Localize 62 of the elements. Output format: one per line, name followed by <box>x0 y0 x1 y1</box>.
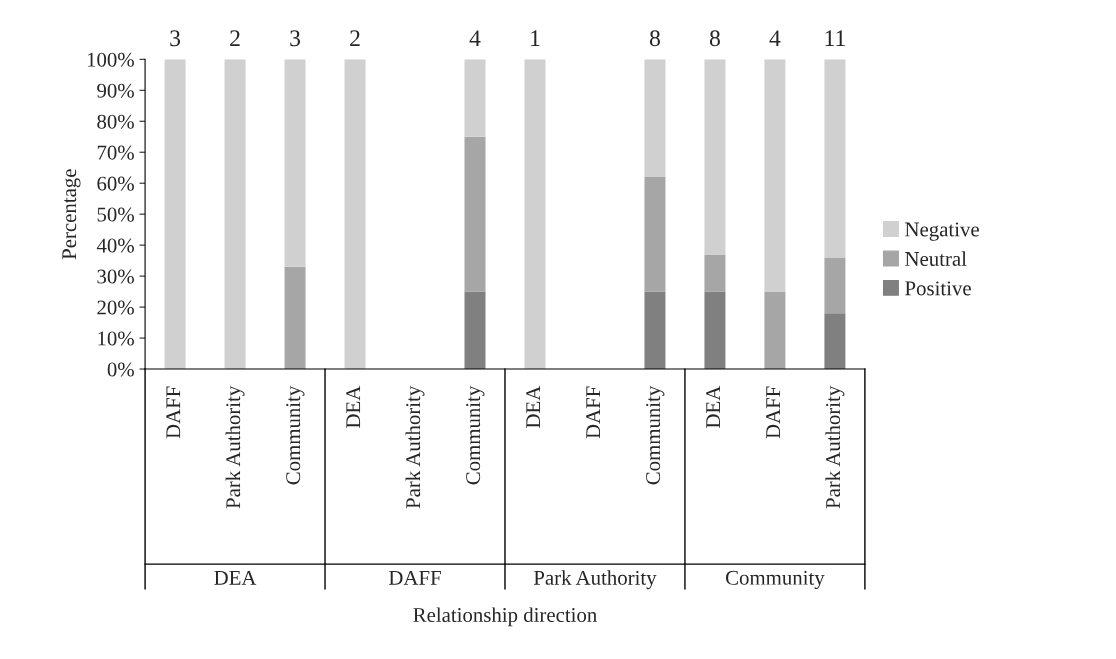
x-tick-label: DEA <box>346 385 361 428</box>
legend-label: Positive <box>905 281 971 296</box>
text: 4 <box>469 30 481 46</box>
y-tick-label: 0% <box>107 362 134 377</box>
text: DAFF <box>388 570 441 585</box>
y-tick-label: 70% <box>97 145 134 160</box>
y-tick-label: 80% <box>97 114 134 129</box>
text: 2 <box>350 30 360 46</box>
bar <box>824 313 846 370</box>
bar <box>284 59 306 267</box>
y-tick-label: 20% <box>97 300 134 315</box>
x-tick-label: DEA <box>706 385 720 428</box>
bar <box>284 266 306 370</box>
bar <box>764 291 786 370</box>
x-tick-label: Park Authority <box>825 385 845 509</box>
bar <box>224 59 246 370</box>
text: 11 <box>825 30 845 46</box>
y-tick-label: 10% <box>98 331 134 346</box>
text: 3 <box>290 30 301 47</box>
text: DEA <box>214 570 257 585</box>
legend-label: Negative <box>905 222 979 241</box>
bar <box>524 59 546 370</box>
y-tick-label: 50% <box>97 207 134 222</box>
x-tick-label: DAFF <box>766 386 780 439</box>
bar <box>464 136 486 292</box>
text: 8 <box>649 30 660 47</box>
bar <box>704 291 726 370</box>
y-axis-title: Percentage <box>62 169 81 260</box>
y-tick-label: 30% <box>97 269 134 284</box>
bar <box>824 257 846 314</box>
y-tick-label: 40% <box>96 238 134 253</box>
bar <box>704 254 726 292</box>
x-tick-label: Community <box>286 385 305 485</box>
x-axis-title: Relationship direction <box>413 607 597 627</box>
text: 4 <box>769 30 781 46</box>
legend-label: Neutral <box>905 251 967 266</box>
text: Park Authority <box>533 570 657 590</box>
bar <box>644 59 666 178</box>
bar <box>164 59 186 370</box>
bar <box>704 59 726 255</box>
x-tick-label: DAFF <box>586 386 601 439</box>
y-tick-label: 60% <box>97 176 134 191</box>
bar <box>464 291 486 370</box>
bar <box>464 59 486 137</box>
bar <box>824 59 846 258</box>
text: 8 <box>709 30 720 47</box>
bar <box>764 59 786 292</box>
x-tick-label: Park Authority <box>405 385 425 509</box>
y-tick-label: 90% <box>97 83 134 98</box>
text: 2 <box>230 30 240 46</box>
bar <box>344 59 366 370</box>
text: 3 <box>170 30 181 47</box>
x-tick-label: DEA <box>526 385 541 428</box>
y-tick-label: 100% <box>87 52 134 67</box>
x-tick-label: Park Authority <box>225 385 245 509</box>
text: Community <box>726 570 825 590</box>
x-tick-label: Community <box>466 385 485 485</box>
x-tick-label: DAFF <box>166 386 181 439</box>
x-tick-label: Community <box>646 385 665 485</box>
text: 1 <box>531 30 540 46</box>
bar <box>644 177 666 292</box>
bar <box>644 291 666 370</box>
